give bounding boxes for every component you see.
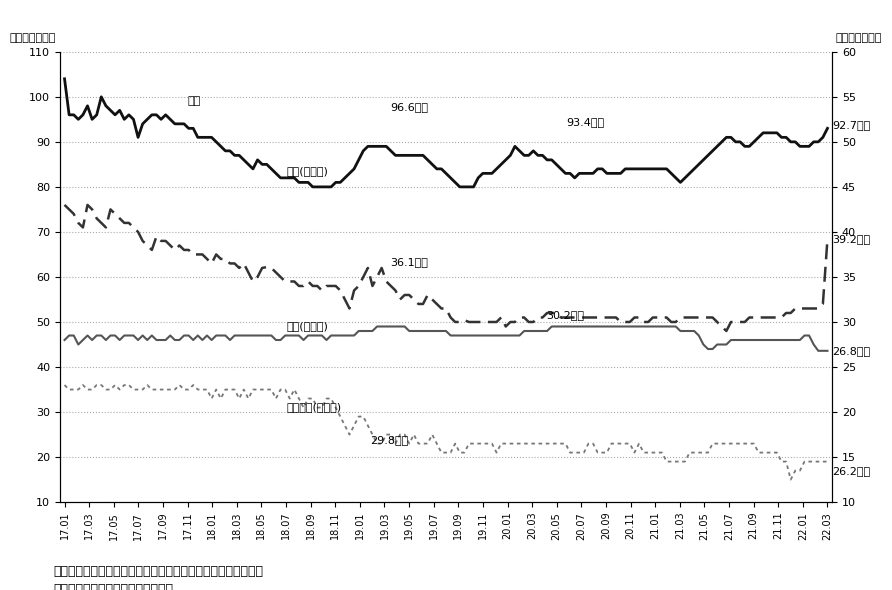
Text: 29.8万戸: 29.8万戸 [370, 435, 409, 445]
Text: （単位：万戸）: （単位：万戸） [10, 33, 56, 43]
Text: 図４　新設住宅着工戸数（利用関係別季節調整済年率換算値）: 図４ 新設住宅着工戸数（利用関係別季節調整済年率換算値） [54, 565, 263, 578]
Text: 分譲住宅(右目盛): 分譲住宅(右目盛) [286, 402, 341, 412]
Text: 26.2万戸: 26.2万戸 [832, 466, 871, 476]
Text: 貸家(右目盛): 貸家(右目盛) [286, 166, 328, 176]
Text: （単位：万戸）: （単位：万戸） [836, 33, 882, 43]
Text: 資料：国土交通省「住宅着工統計」: 資料：国土交通省「住宅着工統計」 [54, 583, 174, 590]
Text: 92.7万戸: 92.7万戸 [832, 120, 871, 130]
Text: 持家(右目盛): 持家(右目盛) [286, 321, 328, 331]
Text: 96.6万戸: 96.6万戸 [390, 102, 428, 112]
Text: 全体: 全体 [187, 96, 201, 106]
Text: 30.2万戸: 30.2万戸 [546, 310, 584, 320]
Text: 39.2万戸: 39.2万戸 [832, 234, 871, 244]
Text: 93.4万戸: 93.4万戸 [566, 117, 604, 126]
Text: 36.1万戸: 36.1万戸 [390, 257, 428, 267]
Text: 26.8万戸: 26.8万戸 [832, 346, 871, 356]
